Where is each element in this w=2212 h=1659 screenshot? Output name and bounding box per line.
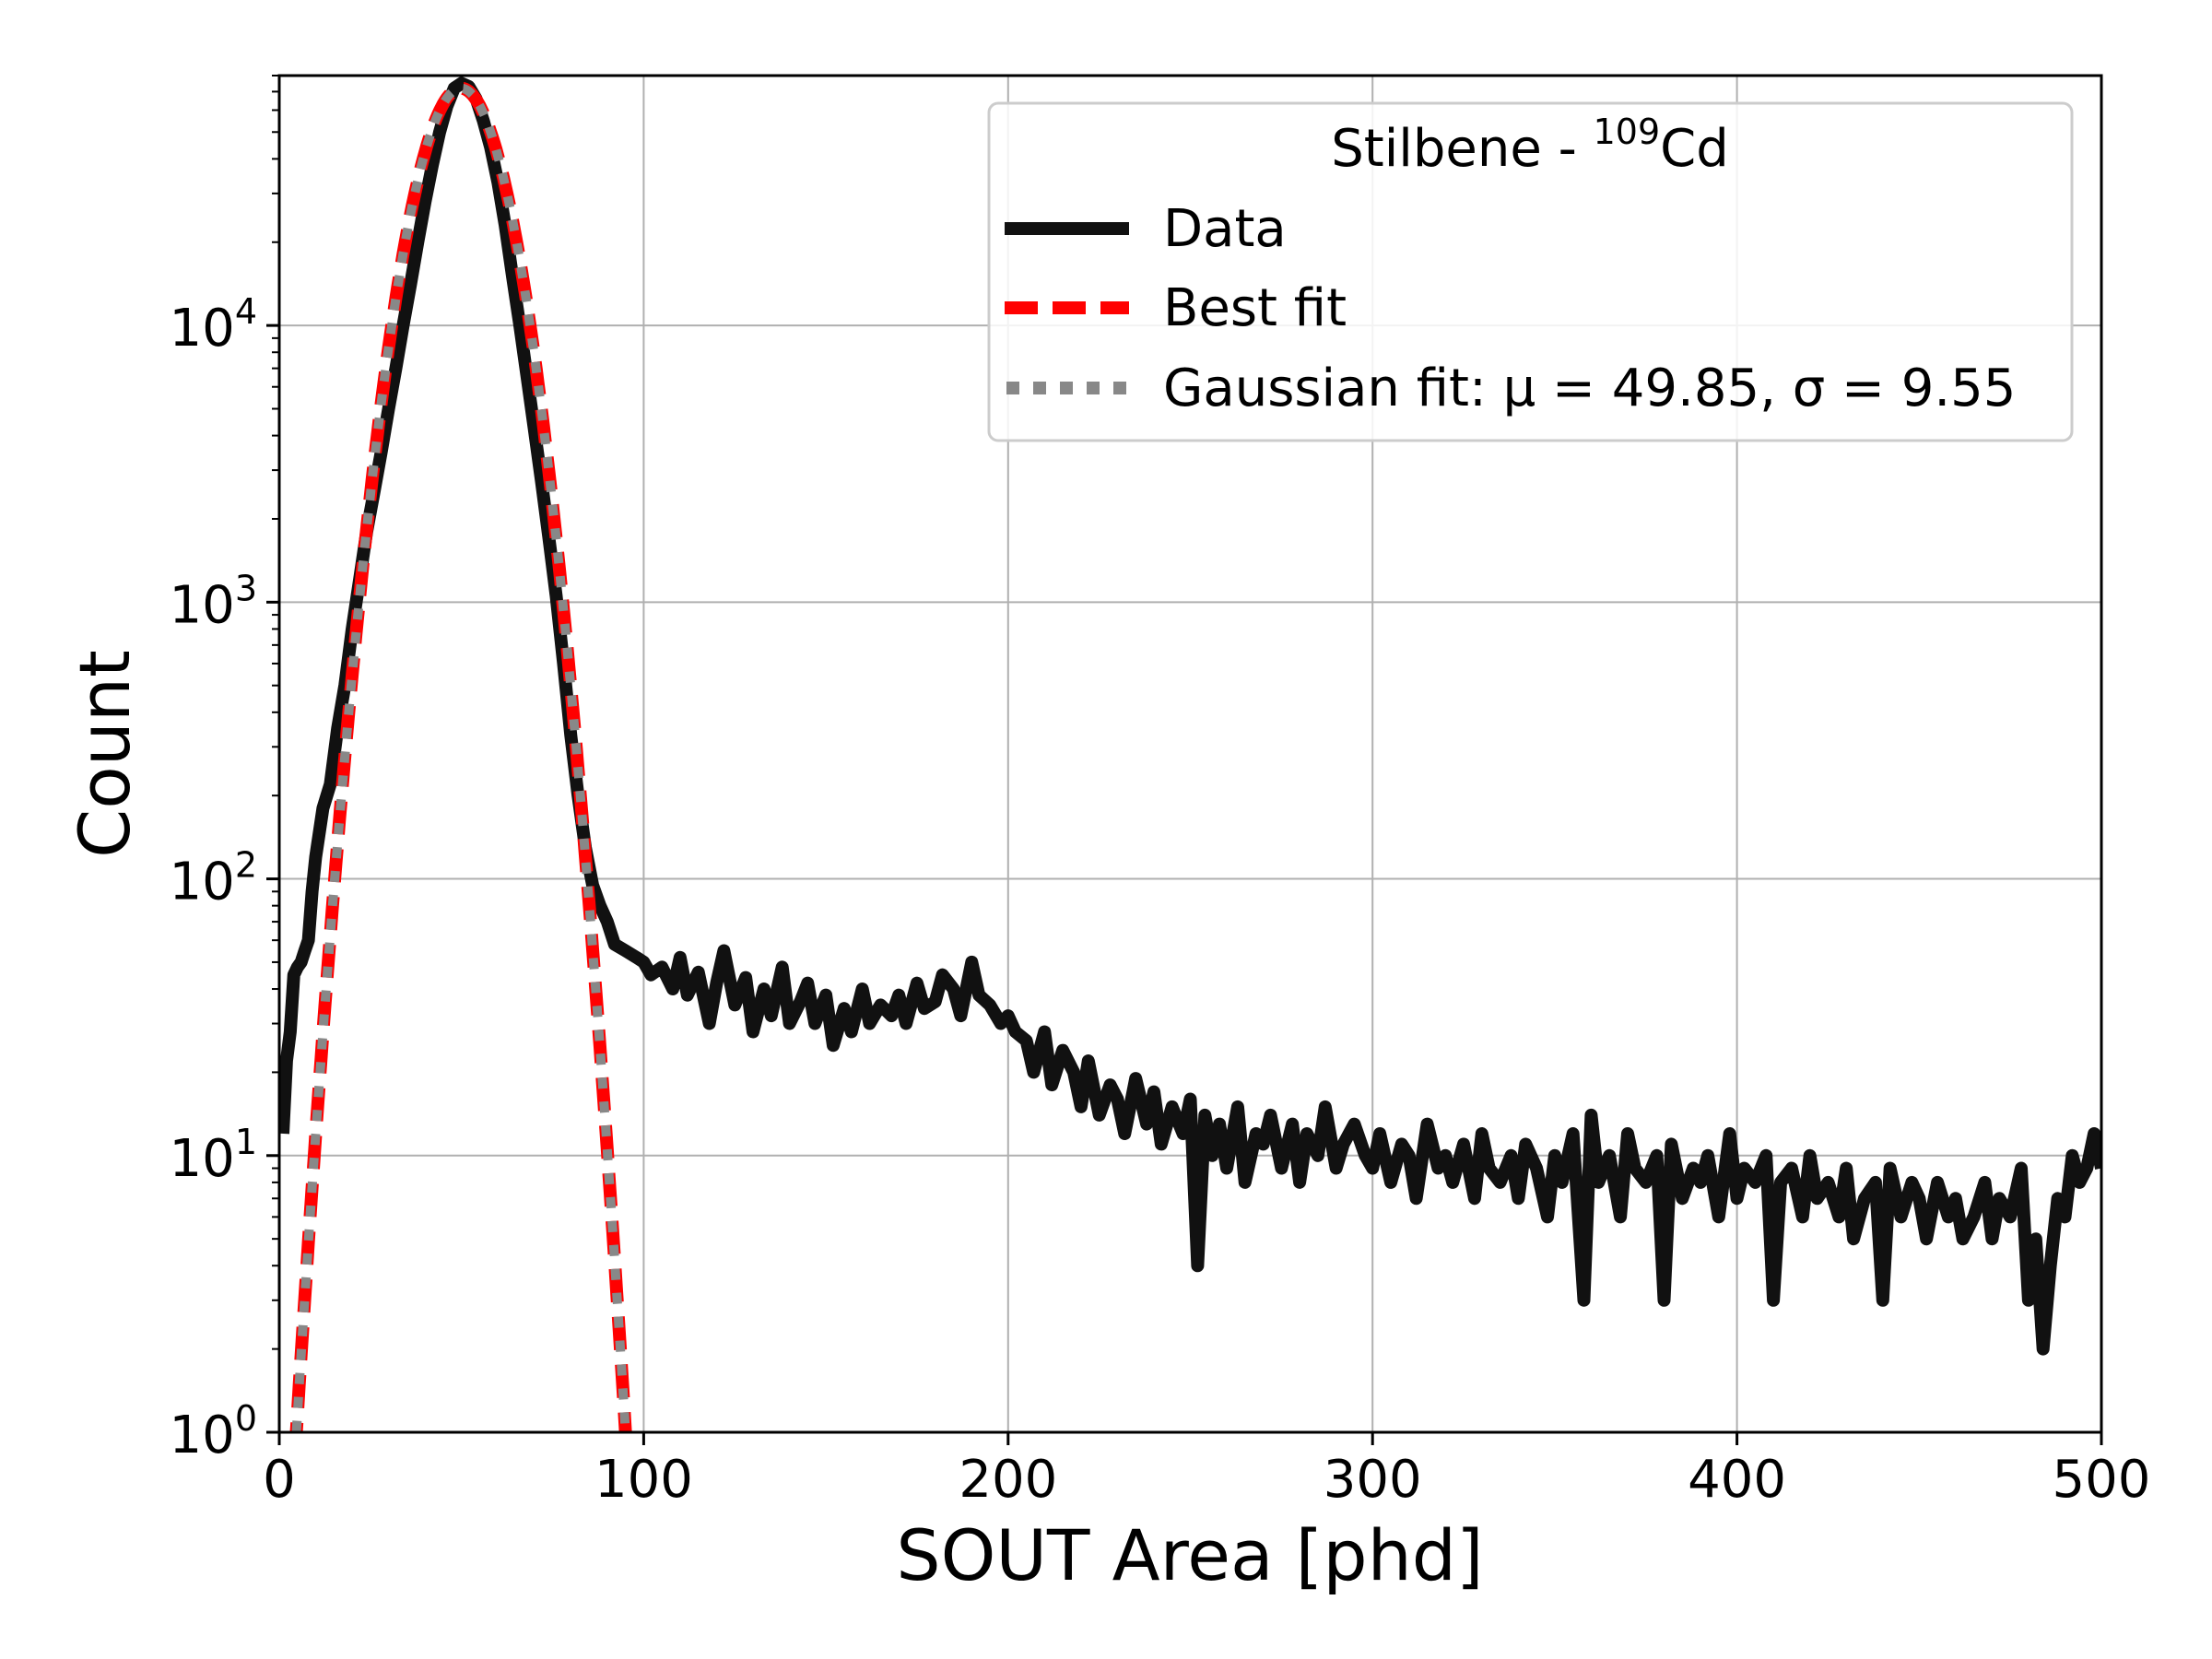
legend-label-gaussian-fit: Gaussian fit: μ = 49.85, σ = 9.55 xyxy=(1163,359,2016,418)
x-tick-label: 400 xyxy=(1688,1450,1786,1510)
legend-label-data: Data xyxy=(1163,199,1287,259)
y-tick-label: 104 xyxy=(170,291,257,359)
y-tick-label: 101 xyxy=(170,1122,257,1189)
series-layer xyxy=(279,76,2101,1432)
x-tick-label: 100 xyxy=(594,1450,693,1510)
legend-label-best-fit: Best fit xyxy=(1163,278,1347,338)
series-line-best-fit xyxy=(289,81,632,1432)
y-axis-label: Count xyxy=(64,650,146,858)
x-tick-label: 0 xyxy=(263,1450,296,1510)
legend-box xyxy=(987,101,2074,442)
legend-title-sup: 109 xyxy=(1594,112,1661,152)
y-tick-label: 100 xyxy=(170,1398,257,1465)
legend: Stilbene - 109Cd Data Best fit Gaussian … xyxy=(987,101,2074,442)
y-tick-label: 103 xyxy=(170,568,257,635)
series-line-data xyxy=(279,76,2101,1356)
x-tick-label: 300 xyxy=(1324,1450,1422,1510)
legend-title-element: Cd xyxy=(1660,119,1729,179)
x-tick-label: 500 xyxy=(2053,1450,2151,1510)
x-axis-label: SOUT Area [phd] xyxy=(896,1514,1483,1596)
x-tick-label: 200 xyxy=(959,1450,1057,1510)
plot-frame xyxy=(277,74,2103,1434)
legend-title: Stilbene - 109Cd xyxy=(1331,112,1729,179)
y-tick-label: 102 xyxy=(170,845,257,912)
